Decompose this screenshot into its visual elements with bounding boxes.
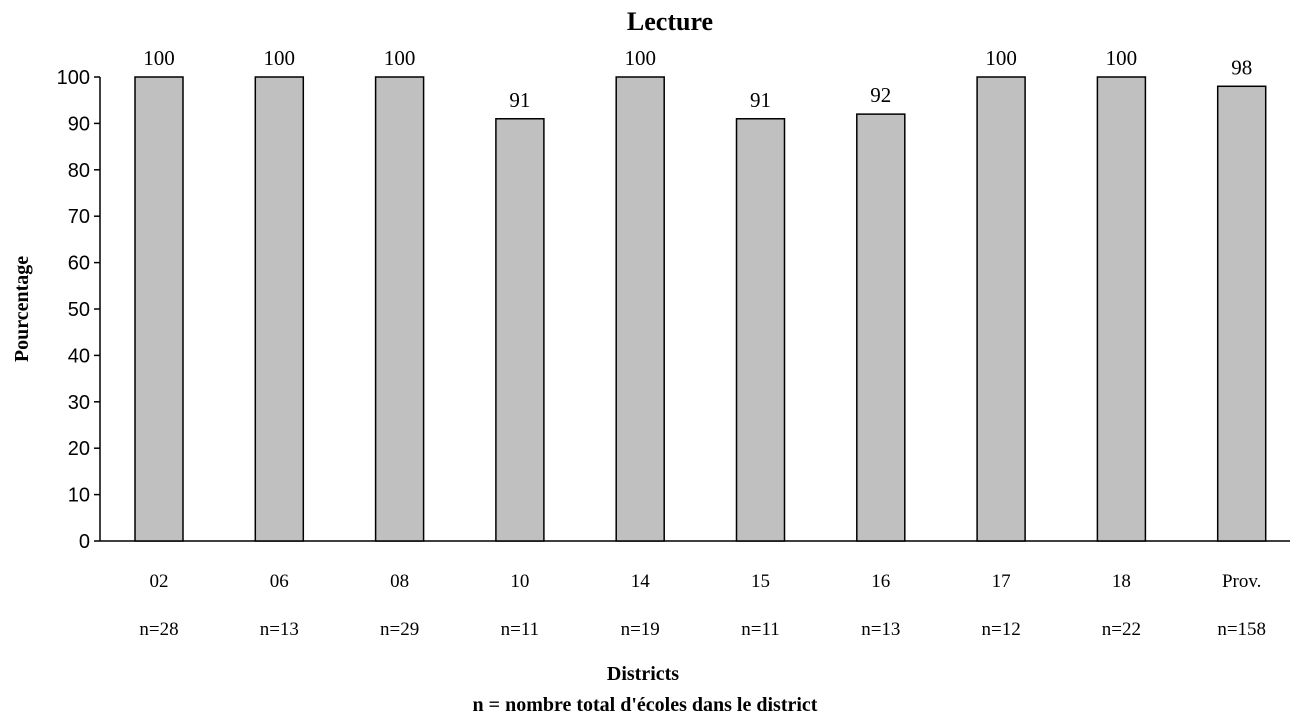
x-tick-label: 14 (631, 571, 651, 592)
plot-area: 0 10 20 30 40 50 60 70 80 90 100 100 02 n=28 100 06 n=13… (57, 46, 1290, 640)
bar (495, 118, 545, 542)
y-tick-label: 30 (68, 392, 90, 414)
data-label: 91 (750, 88, 771, 112)
count-label: n=11 (501, 619, 540, 640)
y-tick-label: 60 (68, 253, 90, 275)
x-tick-label: 08 (390, 571, 409, 592)
data-label: 100 (985, 46, 1017, 70)
bar (615, 76, 665, 542)
count-label: n=13 (861, 619, 900, 640)
count-label: n=13 (260, 619, 299, 640)
y-tick-label: 20 (68, 438, 90, 460)
y-tick-label: 80 (68, 160, 90, 182)
count-label: n=158 (1217, 619, 1266, 640)
data-label: 100 (1106, 46, 1138, 70)
data-label: 92 (870, 83, 891, 107)
y-axis-label: Pourcentage (11, 256, 33, 362)
data-label: 91 (509, 88, 530, 112)
bar (976, 76, 1026, 542)
y-tick-label: 50 (68, 299, 90, 321)
y-tick-label: 70 (68, 206, 90, 228)
bar (254, 76, 305, 542)
y-tick-label: 40 (68, 345, 90, 367)
x-tick-label: 16 (871, 571, 890, 592)
bar (856, 113, 906, 542)
x-axis-label: Districts (607, 663, 679, 685)
x-tick-label: 10 (510, 571, 529, 592)
x-tick-label: 15 (751, 571, 770, 592)
x-tick-label: 18 (1112, 571, 1131, 592)
y-tick-label: 10 (68, 485, 90, 507)
x-tick-label: 06 (270, 571, 289, 592)
data-label: 100 (384, 46, 416, 70)
bar (1216, 85, 1267, 542)
x-tick-label: Prov. (1222, 571, 1261, 592)
data-label: 100 (264, 46, 296, 70)
y-tick-label: 90 (68, 113, 90, 135)
data-label: 100 (624, 46, 656, 70)
count-label: n=22 (1102, 619, 1141, 640)
x-tick-label: 17 (992, 571, 1011, 592)
count-label: n=11 (741, 619, 780, 640)
bar (134, 76, 184, 542)
count-label: n=19 (621, 619, 660, 640)
count-label: n=28 (139, 619, 178, 640)
bar (374, 76, 425, 542)
bar (735, 118, 786, 542)
chart-title: Lecture (627, 7, 713, 36)
data-label: 98 (1231, 55, 1252, 79)
count-label: n=12 (981, 619, 1020, 640)
bar (1096, 76, 1147, 542)
count-label: n=29 (380, 619, 419, 640)
y-tick-label: 100 (57, 67, 90, 89)
x-axis-note: n = nombre total d'écoles dans le distri… (473, 694, 818, 716)
y-tick-label: 0 (79, 531, 90, 553)
x-tick-label: 02 (150, 571, 169, 592)
data-label: 100 (143, 46, 175, 70)
